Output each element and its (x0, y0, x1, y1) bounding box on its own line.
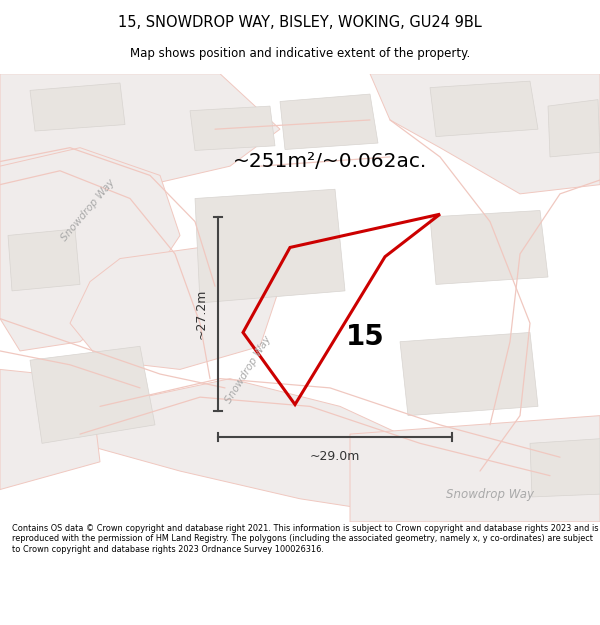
Polygon shape (530, 439, 600, 497)
Polygon shape (548, 99, 600, 157)
Polygon shape (195, 189, 345, 303)
Polygon shape (70, 244, 280, 369)
Polygon shape (80, 379, 600, 522)
Text: Snowdrop Way: Snowdrop Way (223, 334, 273, 405)
Text: ~251m²/~0.062ac.: ~251m²/~0.062ac. (233, 152, 427, 171)
Polygon shape (30, 83, 125, 131)
Polygon shape (430, 211, 548, 284)
Polygon shape (0, 369, 100, 489)
Text: Snowdrop Way: Snowdrop Way (59, 177, 116, 243)
Polygon shape (8, 229, 80, 291)
Text: Contains OS data © Crown copyright and database right 2021. This information is : Contains OS data © Crown copyright and d… (12, 524, 599, 554)
Text: 15, SNOWDROP WAY, BISLEY, WOKING, GU24 9BL: 15, SNOWDROP WAY, BISLEY, WOKING, GU24 9… (118, 14, 482, 29)
Polygon shape (30, 346, 155, 443)
Text: Map shows position and indicative extent of the property.: Map shows position and indicative extent… (130, 47, 470, 59)
Polygon shape (0, 74, 280, 203)
Polygon shape (0, 148, 180, 351)
Polygon shape (350, 416, 600, 522)
Polygon shape (430, 81, 538, 137)
Polygon shape (370, 74, 600, 194)
Text: 15: 15 (346, 323, 385, 351)
Text: ~29.0m: ~29.0m (310, 450, 360, 462)
Polygon shape (280, 94, 378, 149)
Polygon shape (400, 332, 538, 416)
Polygon shape (190, 106, 275, 151)
Text: Snowdrop Way: Snowdrop Way (446, 488, 534, 501)
Text: ~27.2m: ~27.2m (195, 289, 208, 339)
